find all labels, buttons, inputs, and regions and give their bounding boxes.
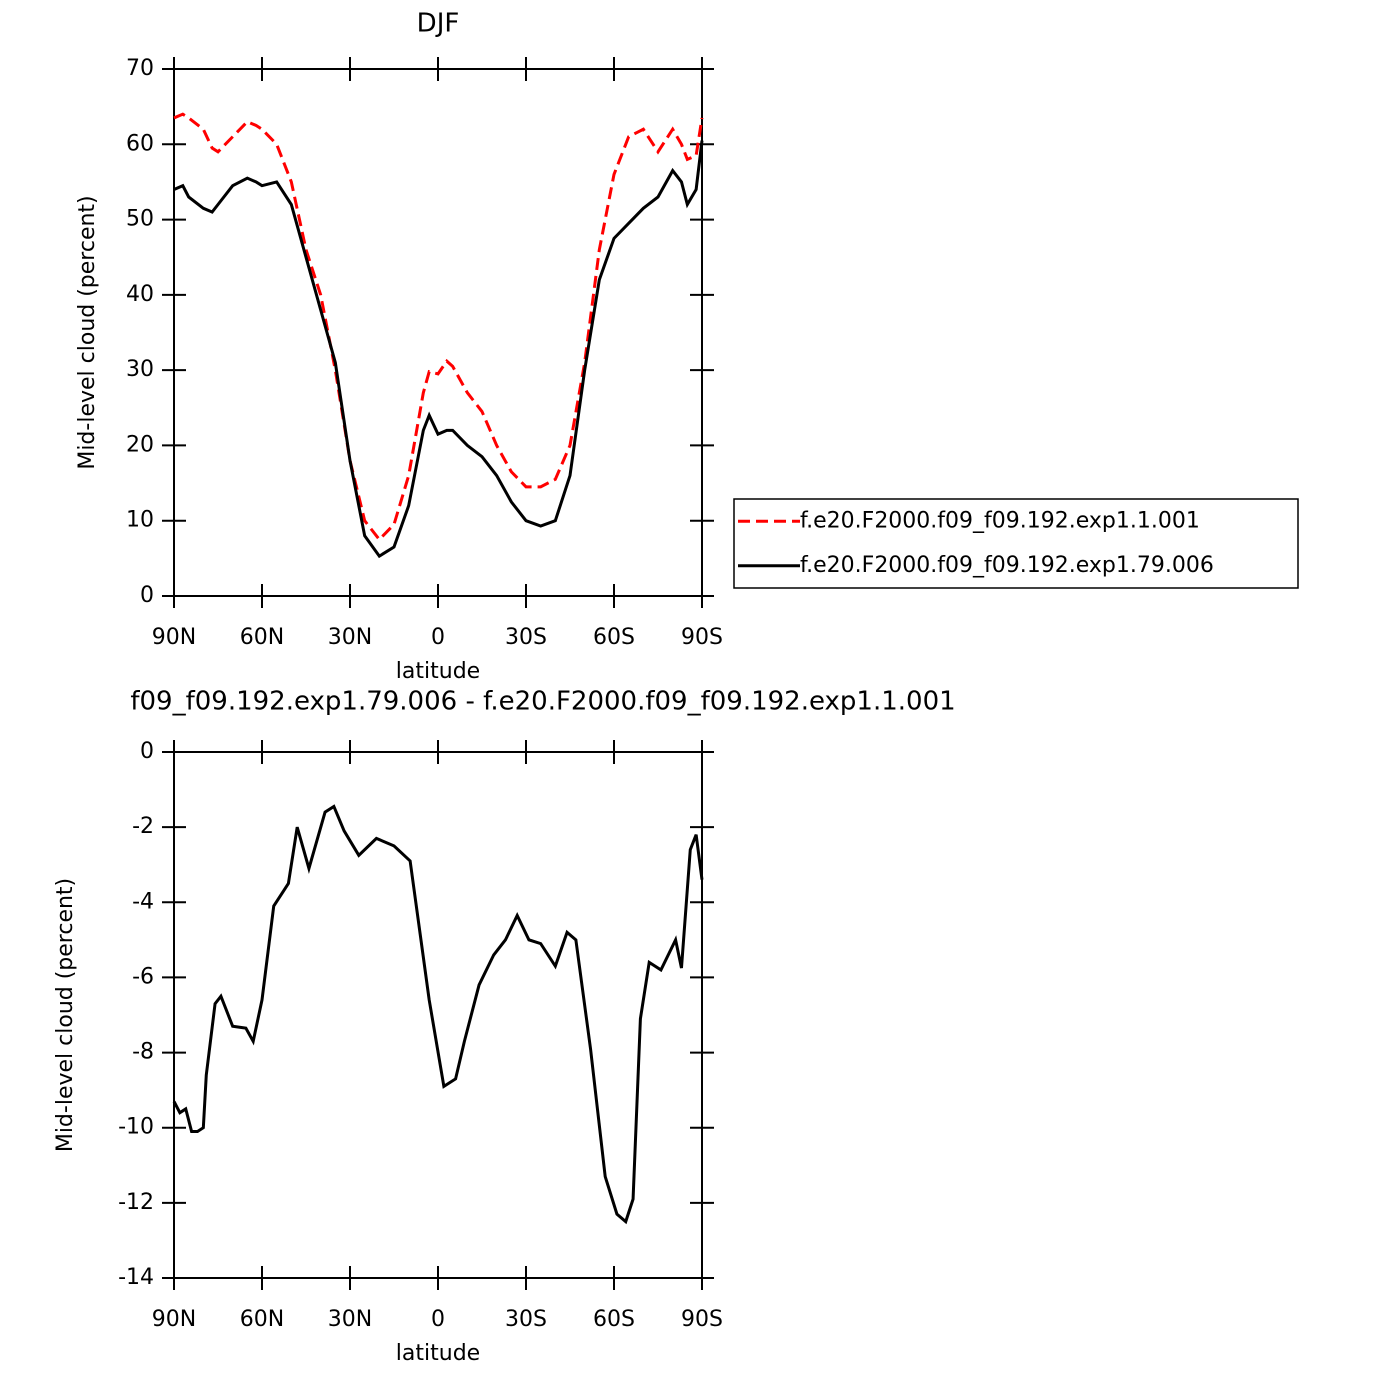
x-tick-label: 30N (328, 1307, 372, 1332)
y-tick-label: 20 (126, 432, 154, 457)
y-tick-label: 0 (140, 583, 154, 608)
y-tick-label: 30 (126, 357, 154, 382)
y-axis-label: Mid-level cloud (percent) (75, 195, 100, 469)
chart-title: f09_f09.192.exp1.79.006 - f.e20.F2000.f0… (130, 687, 955, 717)
y-tick-label: -14 (118, 1265, 154, 1290)
chart-title: DJF (417, 9, 460, 39)
y-tick-label: 50 (126, 207, 154, 232)
x-axis-label: latitude (396, 659, 480, 684)
plot: 0 -2 -4 -6 -8 -10 -12 -14 90N 60N 30N 0 30S 60S 90S f09… (53, 687, 956, 1367)
x-tick-label: 30N (328, 625, 372, 650)
y-axis-label: Mid-level cloud (percent) (53, 878, 78, 1152)
x-tick-label: 60S (593, 1307, 635, 1332)
y-tick-label: -8 (132, 1040, 154, 1065)
x-tick-label: 30S (505, 1307, 547, 1332)
data-line (173, 140, 704, 559)
y-tick-label: 60 (126, 131, 154, 156)
x-tick-label: 0 (431, 1307, 445, 1332)
data-line (172, 804, 704, 1225)
plot-frame (173, 68, 703, 597)
x-tick-label: 60N (240, 625, 284, 650)
y-tick-label: -2 (132, 814, 154, 839)
y-tick-label: -4 (132, 889, 154, 914)
data-line (173, 112, 704, 542)
y-tick-label: 0 (140, 739, 154, 764)
y-tick-label: -10 (118, 1115, 154, 1140)
legend-label: f.e20.F2000.f09_f09.192.exp1.1.001 (800, 508, 1200, 533)
x-tick-label: 60N (240, 1307, 284, 1332)
x-axis-label: latitude (396, 1341, 480, 1366)
x-tick-label: 0 (431, 625, 445, 650)
x-tick-label: 60S (593, 625, 635, 650)
x-tick-label: 90N (152, 1307, 196, 1332)
legend-box (733, 498, 1299, 589)
x-tick-label: 30S (505, 625, 547, 650)
x-tick-label: 90S (681, 625, 723, 650)
y-tick-label: 40 (126, 282, 154, 307)
y-tick-label: -6 (132, 964, 154, 989)
plot-frame (173, 751, 703, 1279)
x-tick-label: 90N (152, 625, 196, 650)
legend-label: f.e20.F2000.f09_f09.192.exp1.79.006 (800, 553, 1214, 578)
y-tick-label: 70 (126, 56, 154, 81)
y-tick-label: 10 (126, 508, 154, 533)
y-tick-label: -12 (118, 1190, 154, 1215)
x-tick-label: 90S (681, 1307, 723, 1332)
plot: 0 10 20 30 40 50 60 70 90N 60N 30N 0 30S 60S 90S DJF lat… (75, 9, 1299, 684)
